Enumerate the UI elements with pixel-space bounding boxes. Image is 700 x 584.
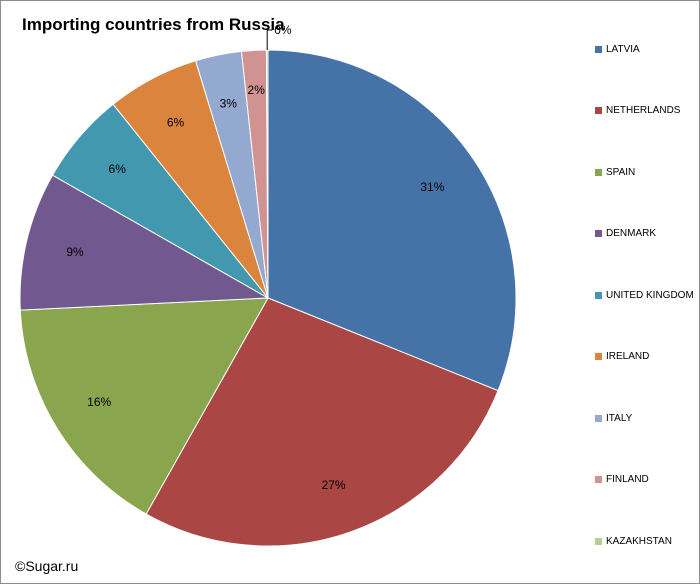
legend-label: FINLAND <box>606 474 649 485</box>
slice-label-united-kingdom: 6% <box>109 162 127 176</box>
leader-line-kazakhstan <box>266 29 273 50</box>
copyright-text: ©Sugar.ru <box>15 558 79 574</box>
legend-item: KAZAKHSTAN <box>595 534 672 548</box>
chart-legend: LATVIA NETHERLANDS SPAIN DENMARK UNITED KING… <box>595 0 699 584</box>
slice-label-kazakhstan: 0% <box>274 23 292 37</box>
slice-label-finland: 2% <box>248 83 266 97</box>
legend-swatch <box>595 168 602 176</box>
legend-swatch <box>595 537 602 545</box>
pie-slice-denmark <box>19 174 270 311</box>
slice-label-spain: 16% <box>87 395 111 409</box>
legend-swatch <box>595 353 602 360</box>
legend-item: SPAIN <box>595 165 635 179</box>
legend-label: ITALY <box>606 412 633 424</box>
legend-swatch <box>595 414 602 422</box>
legend-label: SPAIN <box>606 166 636 178</box>
legend-swatch <box>595 291 602 299</box>
legend-item: FINLAND <box>595 473 649 487</box>
legend-item: UNITED KINGDOM <box>595 288 694 302</box>
legend-label: KAZAKHSTAN <box>606 535 672 547</box>
legend-item: IRELAND <box>595 350 649 364</box>
pie-slice-spain <box>19 297 269 515</box>
slice-label-italy: 3% <box>220 97 238 111</box>
legend-label: DENMARK <box>606 228 657 239</box>
slice-label-netherlands: 27% <box>322 478 346 492</box>
pie-slice-latvia <box>267 49 517 392</box>
slice-label-latvia: 31% <box>420 180 444 194</box>
legend-item: ITALY <box>595 411 632 425</box>
legend-swatch <box>595 45 602 53</box>
legend-item: DENMARK <box>595 227 656 241</box>
legend-label: IRELAND <box>606 351 650 362</box>
pie-slice-netherlands <box>145 297 499 547</box>
legend-swatch <box>595 107 602 114</box>
legend-label: NETHERLANDS <box>606 105 681 116</box>
legend-label: LATVIA <box>606 43 640 55</box>
legend-label: UNITED KINGDOM <box>606 289 694 301</box>
legend-item: NETHERLANDS <box>595 104 680 118</box>
slice-label-ireland: 6% <box>167 116 185 130</box>
legend-swatch <box>595 476 602 483</box>
legend-swatch <box>595 230 602 237</box>
slice-label-denmark: 9% <box>66 245 84 259</box>
chart-title: Importing countries from Russia <box>22 15 285 34</box>
legend-item: LATVIA <box>595 42 640 56</box>
